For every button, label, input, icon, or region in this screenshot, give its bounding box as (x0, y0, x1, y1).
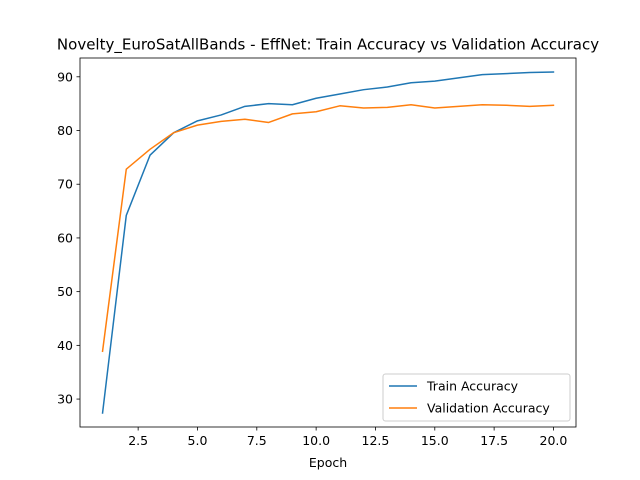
x-tick-label: 10.0 (302, 433, 330, 448)
legend-box (382, 373, 571, 422)
plot-frame (79, 57, 577, 428)
x-axis-label: Epoch (309, 455, 347, 470)
y-tick-label: 60 (57, 230, 73, 245)
x-tick-label: 2.5 (128, 433, 148, 448)
x-tick-label: 17.5 (480, 433, 508, 448)
x-tick-label: 12.5 (362, 433, 390, 448)
legend: Train Accuracy Validation Accuracy (382, 373, 571, 422)
legend-label-1: Validation Accuracy (427, 401, 550, 416)
y-tick-label: 90 (57, 69, 73, 84)
chart-title: Novelty_EuroSatAllBands - EffNet: Train … (57, 36, 599, 55)
series-line-0 (101, 71, 555, 414)
x-tick-label: 7.5 (247, 433, 267, 448)
x-tick-label: 5.0 (188, 433, 208, 448)
legend-label-0: Train Accuracy (426, 379, 519, 394)
y-tick-label: 40 (57, 338, 73, 353)
series-line-1 (101, 103, 555, 353)
y-tick-label: 30 (57, 392, 73, 407)
y-tick-label: 50 (57, 284, 73, 299)
series-layer (101, 71, 555, 414)
x-tick-label: 20.0 (540, 433, 568, 448)
y-tick-label: 80 (57, 123, 73, 138)
x-tick-label: 15.0 (421, 433, 449, 448)
axes-layer: 2.5 5.0 7.5 10.0 12.5 15.0 17.5 20.0 30 40 50 60 70 8… (57, 69, 567, 448)
y-tick-label: 70 (57, 177, 73, 192)
